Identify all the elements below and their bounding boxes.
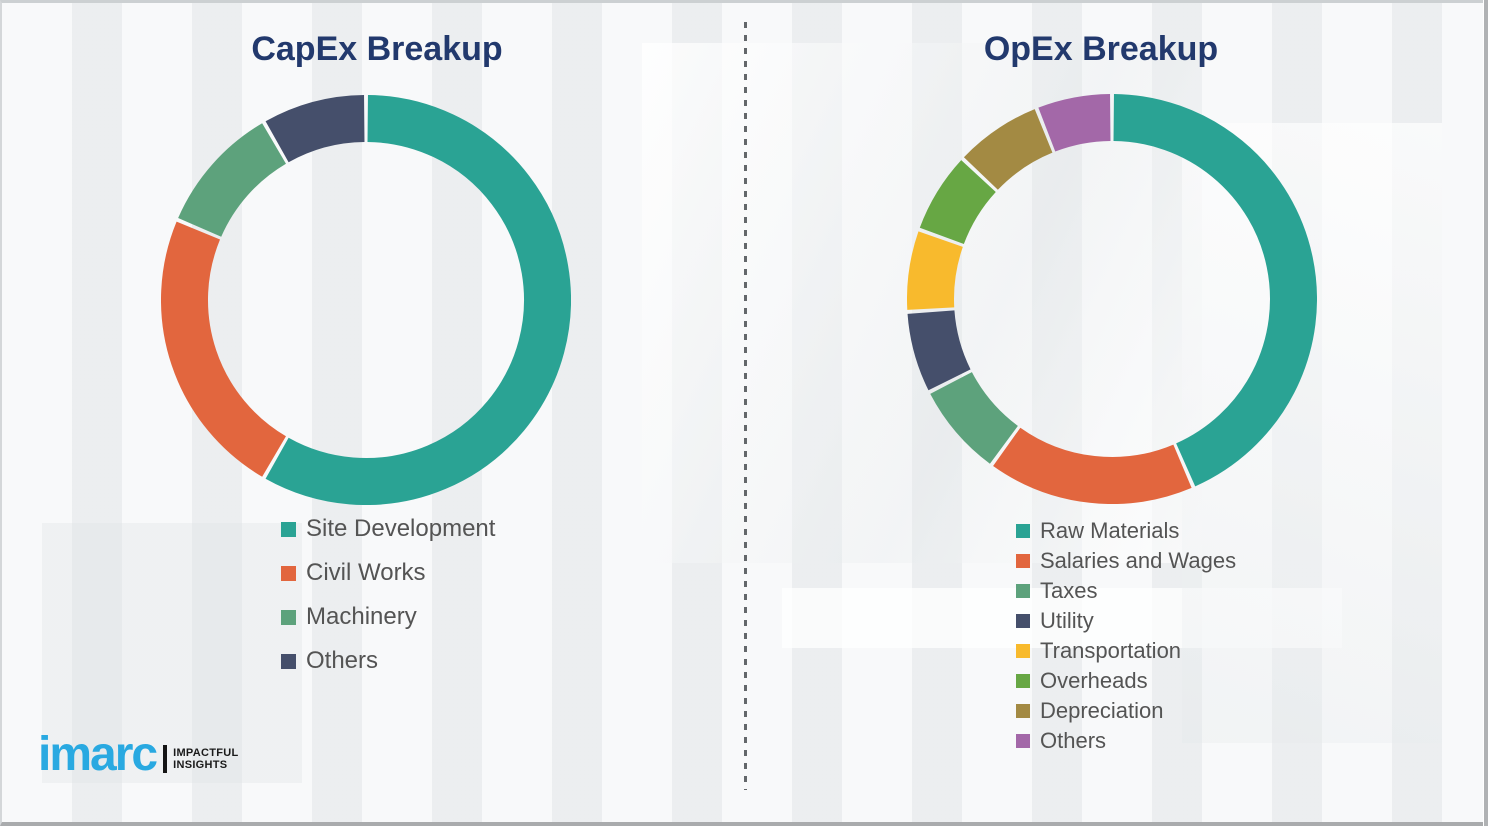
donut-segment-salaries-and-wages (993, 427, 1192, 504)
legend-item: Civil Works (281, 551, 495, 595)
legend-label: Civil Works (306, 559, 426, 586)
capex-chart-title: CapEx Breakup (251, 30, 503, 68)
legend-swatch (1016, 704, 1030, 718)
legend-swatch (281, 521, 296, 537)
logo-tagline-line2: INSIGHTS (173, 759, 228, 772)
divider-dashed-line (744, 22, 747, 790)
donut-segment-taxes (930, 371, 1019, 464)
logo-tagline: IMPACTFUL INSIGHTS (173, 747, 238, 771)
legend-swatch (1016, 524, 1030, 538)
legend-item: Depreciation (1016, 696, 1236, 726)
legend-swatch (281, 609, 296, 625)
donut-segment-overheads (919, 160, 997, 245)
donut-segment-civil-works (161, 221, 287, 477)
legend-item: Others (281, 639, 495, 683)
legend-label: Salaries and Wages (1040, 548, 1237, 573)
screenshot-right-border (1484, 0, 1488, 826)
donut-segment-machinery (178, 123, 287, 238)
legend-item: Salaries and Wages (1016, 546, 1236, 576)
legend-item: Raw Materials (1016, 516, 1236, 546)
donut-segment-others (1038, 94, 1112, 152)
capex-donut-chart (161, 95, 571, 505)
legend-item: Transportation (1016, 636, 1236, 666)
donut-segment-raw-materials (1113, 94, 1317, 487)
legend-swatch (281, 565, 296, 581)
legend-swatch (1016, 554, 1030, 568)
legend-swatch (1016, 584, 1030, 598)
legend-swatch (1016, 734, 1030, 748)
legend-item: Overheads (1016, 666, 1236, 696)
logo-tagline-line1: IMPACTFUL (173, 747, 239, 760)
opex-legend: Raw Materials Salaries and Wages Taxes Util… (1016, 516, 1236, 756)
logo-divider-bar (163, 745, 168, 774)
legend-label: Site Development (306, 515, 496, 542)
legend-label: Others (306, 647, 379, 674)
imarc-logo: imarc IMPACTFUL INSIGHTS (38, 728, 239, 781)
donut-segment-depreciation (963, 109, 1054, 191)
legend-label: Depreciation (1040, 698, 1164, 723)
legend-item: Machinery (281, 595, 495, 639)
legend-swatch (1016, 674, 1030, 688)
legend-swatch (1016, 614, 1030, 628)
imarc-logo-text: imarc (38, 728, 158, 781)
capex-legend: Site Development Civil Works Machinery Othe… (281, 507, 495, 683)
legend-label: Machinery (306, 603, 417, 630)
donut-segment-site-development (265, 95, 571, 505)
legend-label: Overheads (1040, 668, 1148, 693)
legend-swatch (281, 653, 296, 669)
legend-swatch (1016, 644, 1030, 658)
donut-segment-others (265, 95, 366, 163)
legend-label: Utility (1040, 608, 1094, 633)
opex-chart-title: OpEx Breakup (983, 30, 1219, 68)
legend-item: Site Development (281, 507, 495, 551)
legend-item: Others (1016, 726, 1236, 756)
imarc-logo-tagline-block: IMPACTFUL INSIGHTS (163, 745, 238, 774)
legend-item: Utility (1016, 606, 1236, 636)
legend-label: Raw Materials (1040, 518, 1180, 543)
legend-item: Taxes (1016, 576, 1236, 606)
legend-label: Taxes (1040, 578, 1098, 603)
donut-segment-transportation (907, 231, 964, 310)
donut-segment-utility (907, 309, 971, 391)
legend-label: Others (1040, 728, 1107, 753)
opex-donut-chart (907, 94, 1317, 504)
legend-label: Transportation (1040, 638, 1182, 663)
